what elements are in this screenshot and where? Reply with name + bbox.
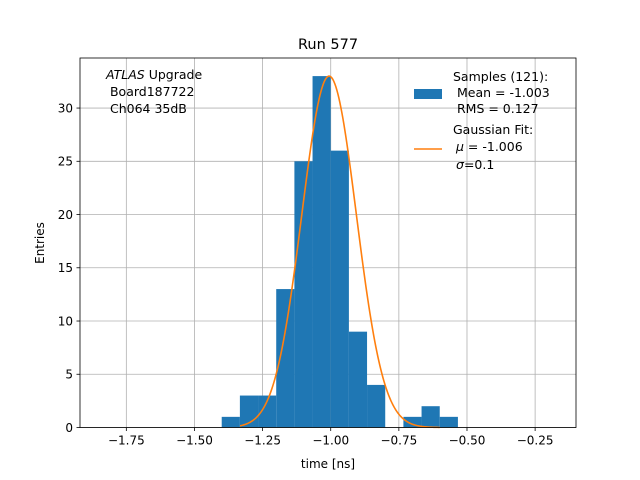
x-tick-label: −1.25 [244,434,281,448]
annotation-line-3: Ch064 35dB [106,101,187,116]
x-tick-label: −0.25 [517,434,554,448]
y-axis-label: Entries [33,222,47,264]
y-tick-label: 0 [65,421,73,435]
y-axis-ticks: 0 5 10 15 20 25 30 [58,101,80,435]
x-tick-label: −1.50 [176,434,213,448]
annotation-upgrade: Upgrade [145,67,203,82]
chart-title: Run 577 [298,37,358,53]
y-tick-label: 10 [58,314,73,328]
legend-samples-rms: RMS = 0.127 [453,101,539,116]
legend-fit-label: Gaussian Fit: [453,122,533,137]
histogram-bar [348,331,368,428]
y-tick-label: 20 [58,208,73,222]
histogram-bar [258,395,277,428]
histogram-bar [221,416,240,428]
gaussian-fit-curve [239,75,440,429]
legend-sigma-value: =0.1 [464,157,494,172]
plot-frame [79,57,577,428]
histogram-bar [312,76,331,428]
legend: Samples (121): Mean = -1.003 RMS = 0.127… [414,69,550,172]
x-axis-ticks: −1.75 −1.50 −1.25 −1.00 −0.75 −0.50 −0.25 [108,427,554,448]
x-axis-label: time [ns] [301,457,355,471]
legend-samples-label: Samples (121): [453,69,548,84]
x-tick-label: −1.00 [312,434,349,448]
x-tick-label: −0.50 [449,434,486,448]
gaussian-fit [239,75,440,429]
histogram-bar [403,416,422,428]
y-tick-label: 5 [65,368,73,382]
legend-samples-mean: Mean = -1.003 [453,85,550,100]
histogram-bar [439,416,458,428]
x-tick-label: −1.75 [108,434,145,448]
atlas-annotation: ATLAS Upgrade Board187722 Ch064 35dB [105,67,202,116]
histogram-bar [367,384,386,428]
legend-mu-symbol: μ [455,139,464,154]
histogram-bar [330,150,349,428]
annotation-line-2: Board187722 [106,84,194,99]
legend-mu-value: = -1.006 [464,139,523,154]
annotation-line-1: ATLAS Upgrade [105,67,202,82]
legend-sigma-symbol: σ [456,157,465,172]
legend-fit-sigma: σ=0.1 [456,157,494,172]
annotation-atlas: ATLAS [105,67,145,82]
y-tick-label: 25 [58,155,73,169]
x-tick-label: −0.75 [380,434,417,448]
y-tick-label: 15 [58,261,73,275]
histogram-bar [421,406,440,428]
legend-samples-swatch [414,89,442,99]
legend-fit-mu: μ = -1.006 [455,139,523,154]
histogram-bar [276,289,295,428]
histogram-bars [221,76,458,428]
y-tick-label: 30 [58,101,73,115]
histogram-bar [294,161,313,428]
